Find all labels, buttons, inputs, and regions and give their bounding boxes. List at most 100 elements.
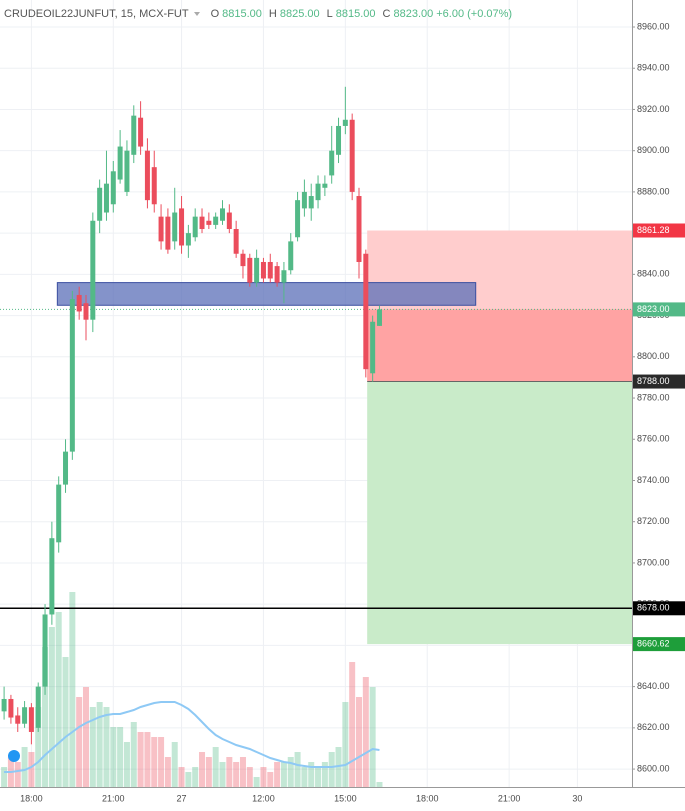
volume-bar (185, 772, 192, 787)
candle-body (226, 212, 232, 230)
candle-body (281, 270, 287, 283)
line-badge-label: 8678.00 (637, 603, 670, 613)
x-tick-label: 15:00 (334, 793, 357, 803)
candle-body (219, 208, 225, 221)
volume-bar (349, 662, 356, 787)
candle-body (83, 303, 89, 320)
candle-body (247, 257, 253, 283)
volume-bar (239, 757, 246, 787)
x-tick-label: 27 (177, 793, 187, 803)
logo (8, 750, 20, 762)
volume-bar (130, 722, 137, 787)
x-tick-label: 18:00 (416, 793, 439, 803)
volume-bar (82, 687, 89, 787)
ohlc-value: 8815.00 (335, 8, 376, 20)
volume-bar (301, 767, 308, 787)
volume-bar (199, 752, 206, 787)
ohlc-key: O (210, 8, 220, 20)
y-tick-label: 8960.00 (637, 21, 670, 31)
candle-body (322, 183, 328, 188)
candle-body (288, 241, 294, 271)
open-loss-area (367, 309, 632, 382)
candle-body (370, 321, 376, 374)
volume-bar (1, 767, 8, 787)
candle-body (144, 150, 150, 201)
volume-bar (212, 747, 219, 787)
candle-body (172, 212, 178, 242)
volume-bar (110, 727, 117, 787)
line-badge (633, 601, 685, 616)
candle-body (110, 171, 116, 205)
candle-body (117, 146, 123, 180)
volume-bar (219, 762, 226, 787)
candle-body (336, 125, 342, 155)
volume-bar (260, 767, 267, 787)
volume-bar (355, 697, 362, 787)
candle-body (158, 216, 164, 242)
volume-bar (48, 627, 55, 787)
ohlc-value: 8825.00 (279, 8, 320, 20)
candle-body (329, 150, 335, 176)
candle-body (151, 167, 157, 205)
volume-bar (233, 762, 240, 787)
candle-body (260, 261, 266, 279)
volume-bar (342, 702, 349, 787)
volume-bar (151, 737, 158, 787)
volume-bar (205, 757, 212, 787)
y-tick-label: 8720.00 (637, 516, 670, 526)
dropdown-caret[interactable] (193, 12, 200, 16)
candle-body (124, 150, 130, 192)
candle-body (138, 117, 144, 147)
candle-body (185, 233, 191, 246)
last-price-badge-label: 8823.00 (637, 304, 670, 314)
candle-body (376, 309, 382, 326)
volume-bar (76, 697, 83, 787)
volume-bar (246, 767, 253, 787)
candle-body (131, 115, 137, 155)
candle-body (267, 261, 273, 279)
candle-body (206, 220, 212, 225)
volume-bar (62, 657, 69, 787)
candle-body (274, 266, 280, 283)
y-tick-label: 8800.00 (637, 351, 670, 361)
chart-header: CRUDEOIL22JUNFUT, 15, MCX-FUT O 8815.00 H 8… (4, 8, 512, 20)
ohlc-key: C (382, 8, 391, 20)
candle-body (240, 253, 246, 267)
volume-bar (144, 732, 151, 787)
zone (56, 282, 477, 306)
candle-body (213, 216, 219, 225)
stop-badge (633, 223, 685, 238)
y-tick-label: 8940.00 (637, 63, 670, 73)
volume-bar (315, 767, 322, 787)
ohlc-value: 8823.00 (393, 8, 434, 20)
volume-bar (21, 747, 28, 787)
candle-body (192, 216, 198, 238)
volume-bar (362, 677, 369, 787)
volume-bar (178, 767, 185, 787)
candle-body (8, 698, 14, 718)
target-badge (633, 637, 685, 652)
volume-bar (137, 732, 144, 787)
volume-bar (55, 612, 62, 787)
entry-badge-label: 8788.00 (637, 376, 670, 386)
y-tick-label: 8780.00 (637, 392, 670, 402)
candle-body (90, 220, 96, 320)
volume-bar (274, 762, 281, 787)
candle-body (1, 698, 7, 712)
candle-body (342, 119, 348, 126)
candle-body (199, 216, 205, 230)
candle-body (315, 183, 321, 201)
candle-body (76, 294, 82, 312)
volume-bar (123, 742, 130, 787)
x-tick-label: 18:00 (20, 793, 43, 803)
candle-body (254, 257, 260, 283)
ohlc-key: H (268, 8, 277, 20)
volume-bar (171, 742, 178, 787)
entry-badge (633, 374, 685, 389)
candle-body (97, 187, 103, 221)
volume-bar (14, 762, 21, 787)
ohlc-value: 8815.00 (222, 8, 262, 20)
y-tick-label: 8740.00 (637, 475, 670, 485)
